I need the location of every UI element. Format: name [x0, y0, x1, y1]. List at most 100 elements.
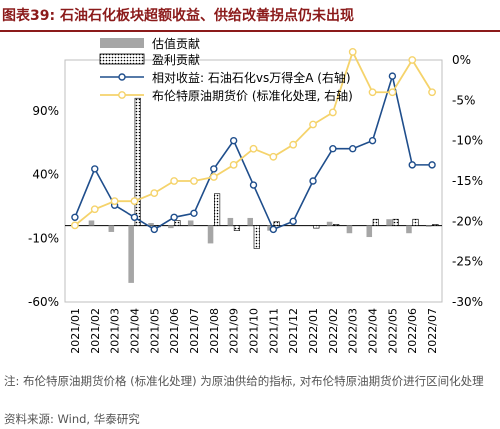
- x-axis-tick-label: 2021/12: [287, 308, 300, 354]
- legend-label: 相对收益: 石油石化vs万得全A (右轴): [152, 70, 351, 85]
- relative-return-point: [329, 145, 337, 153]
- brent-price-point: [388, 88, 397, 97]
- valuation-contribution-bar: [406, 225, 412, 234]
- relative-return-point: [229, 136, 238, 145]
- relative-return-point: [269, 225, 278, 234]
- x-axis-tick-label: 2021/01: [69, 308, 82, 354]
- relative-return-point: [428, 161, 436, 169]
- x-axis-tick-label: 2021/02: [89, 308, 102, 354]
- footnote: 注: 布伦特原油期货价格 (标准化处理) 为原油供给的指标, 对布伦特原油期货价…: [4, 374, 484, 388]
- right-axis-tick-label: -10%: [452, 134, 483, 148]
- earnings-contribution-bar: [412, 218, 419, 226]
- x-axis-tick-label: 2021/06: [168, 308, 181, 354]
- relative-return-point: [130, 213, 139, 222]
- relative-return-point: [91, 165, 99, 173]
- relative-return-point: [210, 165, 218, 173]
- earnings-contribution-bar: [214, 193, 221, 226]
- valuation-contribution-bar: [168, 225, 174, 229]
- earnings-contribution-bar: [372, 218, 379, 226]
- relative-return-point: [408, 161, 416, 169]
- valuation-contribution-bar: [426, 225, 432, 227]
- x-axis-tick-label: 2022/01: [307, 308, 320, 354]
- right-axis-tick-label: -20%: [452, 214, 483, 228]
- valuation-contribution-bar: [148, 223, 154, 226]
- x-axis-tick-label: 2022/02: [327, 308, 340, 354]
- earnings-contribution-bar: [233, 225, 241, 231]
- legend-relative-marker: [118, 73, 126, 81]
- x-axis-tick-label: 2022/04: [367, 308, 380, 354]
- brent-price-point: [348, 48, 357, 56]
- valuation-contribution-bar: [247, 217, 253, 226]
- x-axis-tick-label: 2021/09: [228, 308, 241, 354]
- relative-return-point: [190, 209, 198, 217]
- brent-price-point: [408, 56, 417, 64]
- right-axis-tick-label: -5%: [452, 93, 475, 107]
- brent-price-point: [269, 152, 278, 161]
- brent-price-point: [71, 221, 79, 230]
- brent-price-point: [309, 120, 317, 129]
- brent-price-point: [170, 177, 179, 185]
- legend-brent-marker: [118, 91, 126, 99]
- x-axis-tick-label: 2021/07: [188, 308, 201, 354]
- brent-price-point: [130, 197, 139, 206]
- brent-price-point: [190, 177, 198, 185]
- valuation-contribution-bar: [366, 225, 373, 238]
- valuation-contribution-bar: [108, 225, 115, 232]
- x-axis-tick-label: 2022/07: [426, 308, 439, 354]
- earnings-contribution-bar: [253, 225, 260, 249]
- brent-price-point: [90, 205, 99, 214]
- x-axis-tick-label: 2022/06: [406, 308, 419, 354]
- plot-frame: [64, 59, 443, 303]
- x-axis-tick-label: 2021/04: [128, 308, 141, 354]
- valuation-contribution-bar: [227, 217, 234, 226]
- earnings-contribution-bar: [174, 220, 181, 226]
- valuation-contribution-bar: [207, 225, 214, 244]
- brent-price-point: [229, 160, 238, 169]
- valuation-contribution-bar: [88, 220, 95, 226]
- right-axis-tick-label: -15%: [452, 174, 483, 188]
- earnings-contribution-bar: [313, 225, 320, 229]
- relative-return-point: [150, 225, 158, 234]
- valuation-contribution-bar: [187, 220, 194, 226]
- relative-return-point: [249, 181, 258, 189]
- relative-return-point: [289, 217, 297, 226]
- left-axis-tick-label: -10%: [28, 231, 59, 245]
- right-axis-tick-label: -25%: [452, 255, 483, 269]
- earnings-contribution-bar: [392, 218, 399, 226]
- x-axis-tick-label: 2022/05: [386, 308, 399, 354]
- brent-price-point: [249, 144, 258, 153]
- brent-price-point: [209, 173, 218, 181]
- x-axis-tick-label: 2021/10: [248, 308, 261, 354]
- left-axis-tick-label: 90%: [32, 104, 59, 118]
- source-note: 资料来源: Wind, 华泰研究: [4, 412, 140, 426]
- legend-earnings-swatch: [99, 53, 145, 65]
- legend-label: 估值贡献: [152, 36, 200, 51]
- right-axis-tick-label: -30%: [452, 295, 483, 309]
- brent-price-point: [289, 140, 298, 149]
- earnings-contribution-bar: [134, 97, 141, 226]
- chart-title: 图表39: 石油石化板块超额收益、供给改善拐点仍未出现: [2, 8, 354, 24]
- relative-return-point: [349, 145, 357, 153]
- relative-return-point: [309, 177, 317, 185]
- x-axis-tick-label: 2021/11: [267, 308, 280, 354]
- earnings-contribution-bar: [273, 221, 280, 226]
- relative-return-point: [368, 136, 377, 145]
- legend-label: 布伦特原油期货价 (标准化处理, 右轴): [152, 88, 353, 103]
- brent-price-point: [150, 189, 159, 198]
- left-axis-tick-label: -60%: [28, 295, 59, 309]
- earnings-contribution-bar: [432, 224, 439, 226]
- brent-price-point: [368, 88, 377, 97]
- relative-return-point: [170, 213, 178, 222]
- valuation-contribution-bar: [346, 225, 353, 234]
- right-axis-tick-label: 0%: [452, 53, 471, 67]
- x-axis-tick-label: 2021/05: [148, 308, 161, 354]
- legend-label: 盈利贡献: [152, 52, 200, 67]
- relative-return-point: [71, 213, 79, 222]
- x-axis-tick-label: 2021/03: [109, 308, 122, 354]
- legend-valuation-swatch: [100, 38, 144, 48]
- relative-return-point: [388, 72, 397, 80]
- valuation-contribution-bar: [326, 221, 333, 226]
- valuation-contribution-bar: [128, 225, 134, 283]
- chart-svg: 90% 40% -10% -60% 0% -5% -10% -15% -20% -25% -30% 2…: [28, 36, 483, 354]
- earnings-contribution-bar: [333, 224, 340, 226]
